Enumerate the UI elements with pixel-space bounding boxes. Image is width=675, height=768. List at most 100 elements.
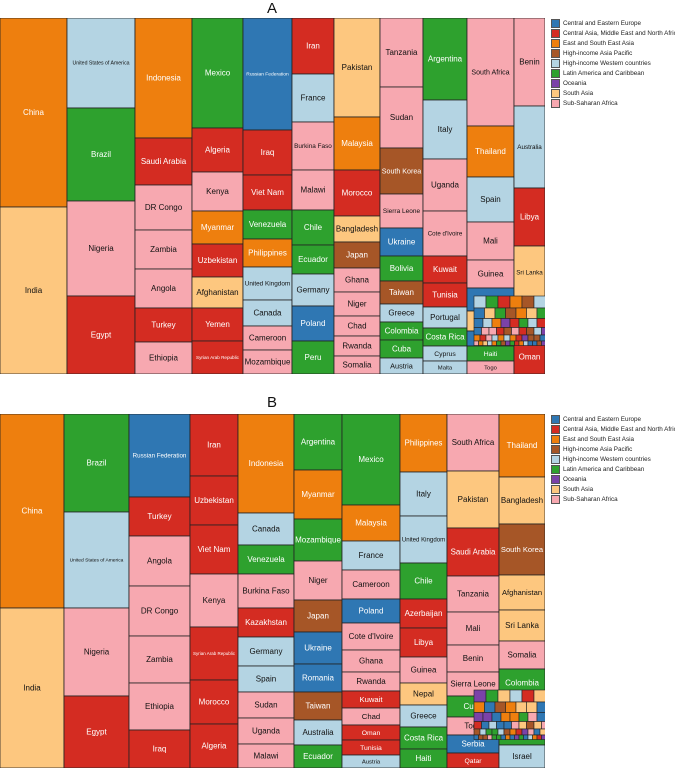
small-tile — [539, 728, 545, 736]
small-tile — [526, 701, 538, 713]
tile-rect — [293, 518, 343, 562]
small-tile — [541, 734, 545, 740]
tile-italy: Italy — [399, 471, 448, 517]
tile-rect — [128, 682, 191, 731]
legend-label: Central Asia, Middle East and North Afri… — [563, 425, 675, 433]
tile-south-korea: South Korea — [379, 147, 424, 195]
tile-rect — [134, 229, 193, 270]
legend-label: Sub-Saharan Africa — [563, 99, 618, 107]
tile-pakistan: Pakistan — [446, 470, 500, 529]
small-tile — [526, 307, 538, 319]
small-tile — [500, 340, 506, 346]
legend-swatch — [551, 414, 560, 424]
tile-malawi: Malawi — [291, 169, 335, 211]
small-tile — [536, 701, 545, 713]
tile-france: France — [291, 73, 335, 123]
tile-rect — [134, 341, 193, 374]
legend-b: Central and Eastern Europe Central Asia, … — [551, 414, 675, 504]
tile-philippines: Philippines — [399, 414, 448, 473]
tile-rect — [379, 303, 424, 323]
small-tile — [481, 721, 490, 730]
tile-rect — [242, 238, 293, 268]
small-tile — [521, 728, 529, 736]
tile-rect — [333, 116, 381, 171]
tile-rect — [399, 414, 448, 473]
tile-chile: Chile — [291, 209, 335, 246]
tile-spain: Spain — [466, 176, 515, 223]
tile-dr-congo: DR Congo — [134, 184, 193, 231]
tile-bangladesh: Bangladesh — [333, 215, 381, 243]
tile-rect — [446, 611, 500, 646]
tile-greece: Greece — [379, 303, 424, 323]
legend-item-south-asia: South Asia — [551, 484, 675, 494]
tile-rect — [66, 107, 136, 202]
tile-rect — [237, 665, 295, 693]
tile-togo: Togo — [466, 360, 515, 374]
small-tile — [484, 701, 496, 713]
legend-label: High-income Asia Pacific — [563, 49, 633, 57]
tile-rect — [422, 282, 468, 308]
tile-rect — [379, 18, 424, 88]
tile-japan: Japan — [293, 599, 343, 633]
small-tile — [496, 721, 505, 730]
tile-cote-d-ivoire: Cote d'Ivoire — [422, 210, 468, 257]
tile-rect — [291, 244, 335, 275]
tile-rect — [237, 717, 295, 745]
tile-uzbekistan: Uzbekistan — [191, 243, 244, 278]
small-tile — [536, 340, 542, 346]
tile-egypt: Egypt — [63, 695, 130, 768]
tile-rect — [237, 544, 295, 575]
small-tile — [500, 734, 506, 740]
legend-label: South Asia — [563, 485, 594, 493]
tile-rect — [191, 18, 244, 129]
tile-india: India — [0, 206, 68, 374]
small-tile — [473, 295, 487, 309]
tile-morocco: Morocco — [189, 679, 239, 725]
small-tile — [533, 295, 545, 309]
tile-rect — [134, 18, 193, 139]
small-tile — [518, 340, 524, 346]
tile-rect — [242, 209, 293, 240]
tile-rect — [293, 691, 343, 721]
tile-rect — [63, 695, 130, 768]
tile-ethiopia: Ethiopia — [134, 341, 193, 374]
tile-rect — [341, 754, 401, 768]
tile-rect — [399, 515, 448, 564]
small-tile — [473, 318, 484, 328]
legend-label: Latin America and Caribbean — [563, 69, 645, 77]
tile-rect — [379, 255, 424, 282]
tile-rect — [466, 176, 515, 223]
legend-swatch — [551, 98, 560, 108]
legend-swatch — [551, 18, 560, 28]
small-tile — [536, 307, 545, 319]
small-tile — [479, 728, 487, 736]
tile-rect — [242, 299, 293, 327]
tile-ecuador: Ecuador — [291, 244, 335, 275]
tile-rect — [333, 169, 381, 217]
legend-item-east-and-south-east-asia: East and South East Asia — [551, 38, 675, 48]
tile-rect — [134, 184, 193, 231]
tile-niger: Niger — [333, 291, 381, 317]
tile-sierra-leone: Sierra Leone — [379, 193, 424, 229]
tile-ukraine: Ukraine — [379, 227, 424, 257]
tile-rect — [293, 744, 343, 768]
tile-rect — [293, 719, 343, 746]
tile-germany: Germany — [291, 273, 335, 307]
tile-rect — [293, 631, 343, 665]
tile-rect — [134, 137, 193, 186]
tile-rect — [291, 73, 335, 123]
tile-rect — [191, 210, 244, 245]
tile-uganda: Uganda — [237, 717, 295, 745]
tile-rect — [189, 524, 239, 575]
tile-rect — [0, 607, 65, 768]
small-tile — [515, 307, 527, 319]
legend-swatch — [551, 58, 560, 68]
tile-myanmar: Myanmar — [293, 469, 343, 520]
small-tile — [533, 721, 542, 730]
legend-label: Latin America and Caribbean — [563, 465, 645, 473]
tile-rect — [341, 739, 401, 756]
tile-costa-rica: Costa Rica — [399, 726, 448, 750]
small-tile — [479, 334, 487, 342]
tile-benin: Benin — [446, 644, 500, 673]
tile-bolivia: Bolivia — [379, 255, 424, 282]
